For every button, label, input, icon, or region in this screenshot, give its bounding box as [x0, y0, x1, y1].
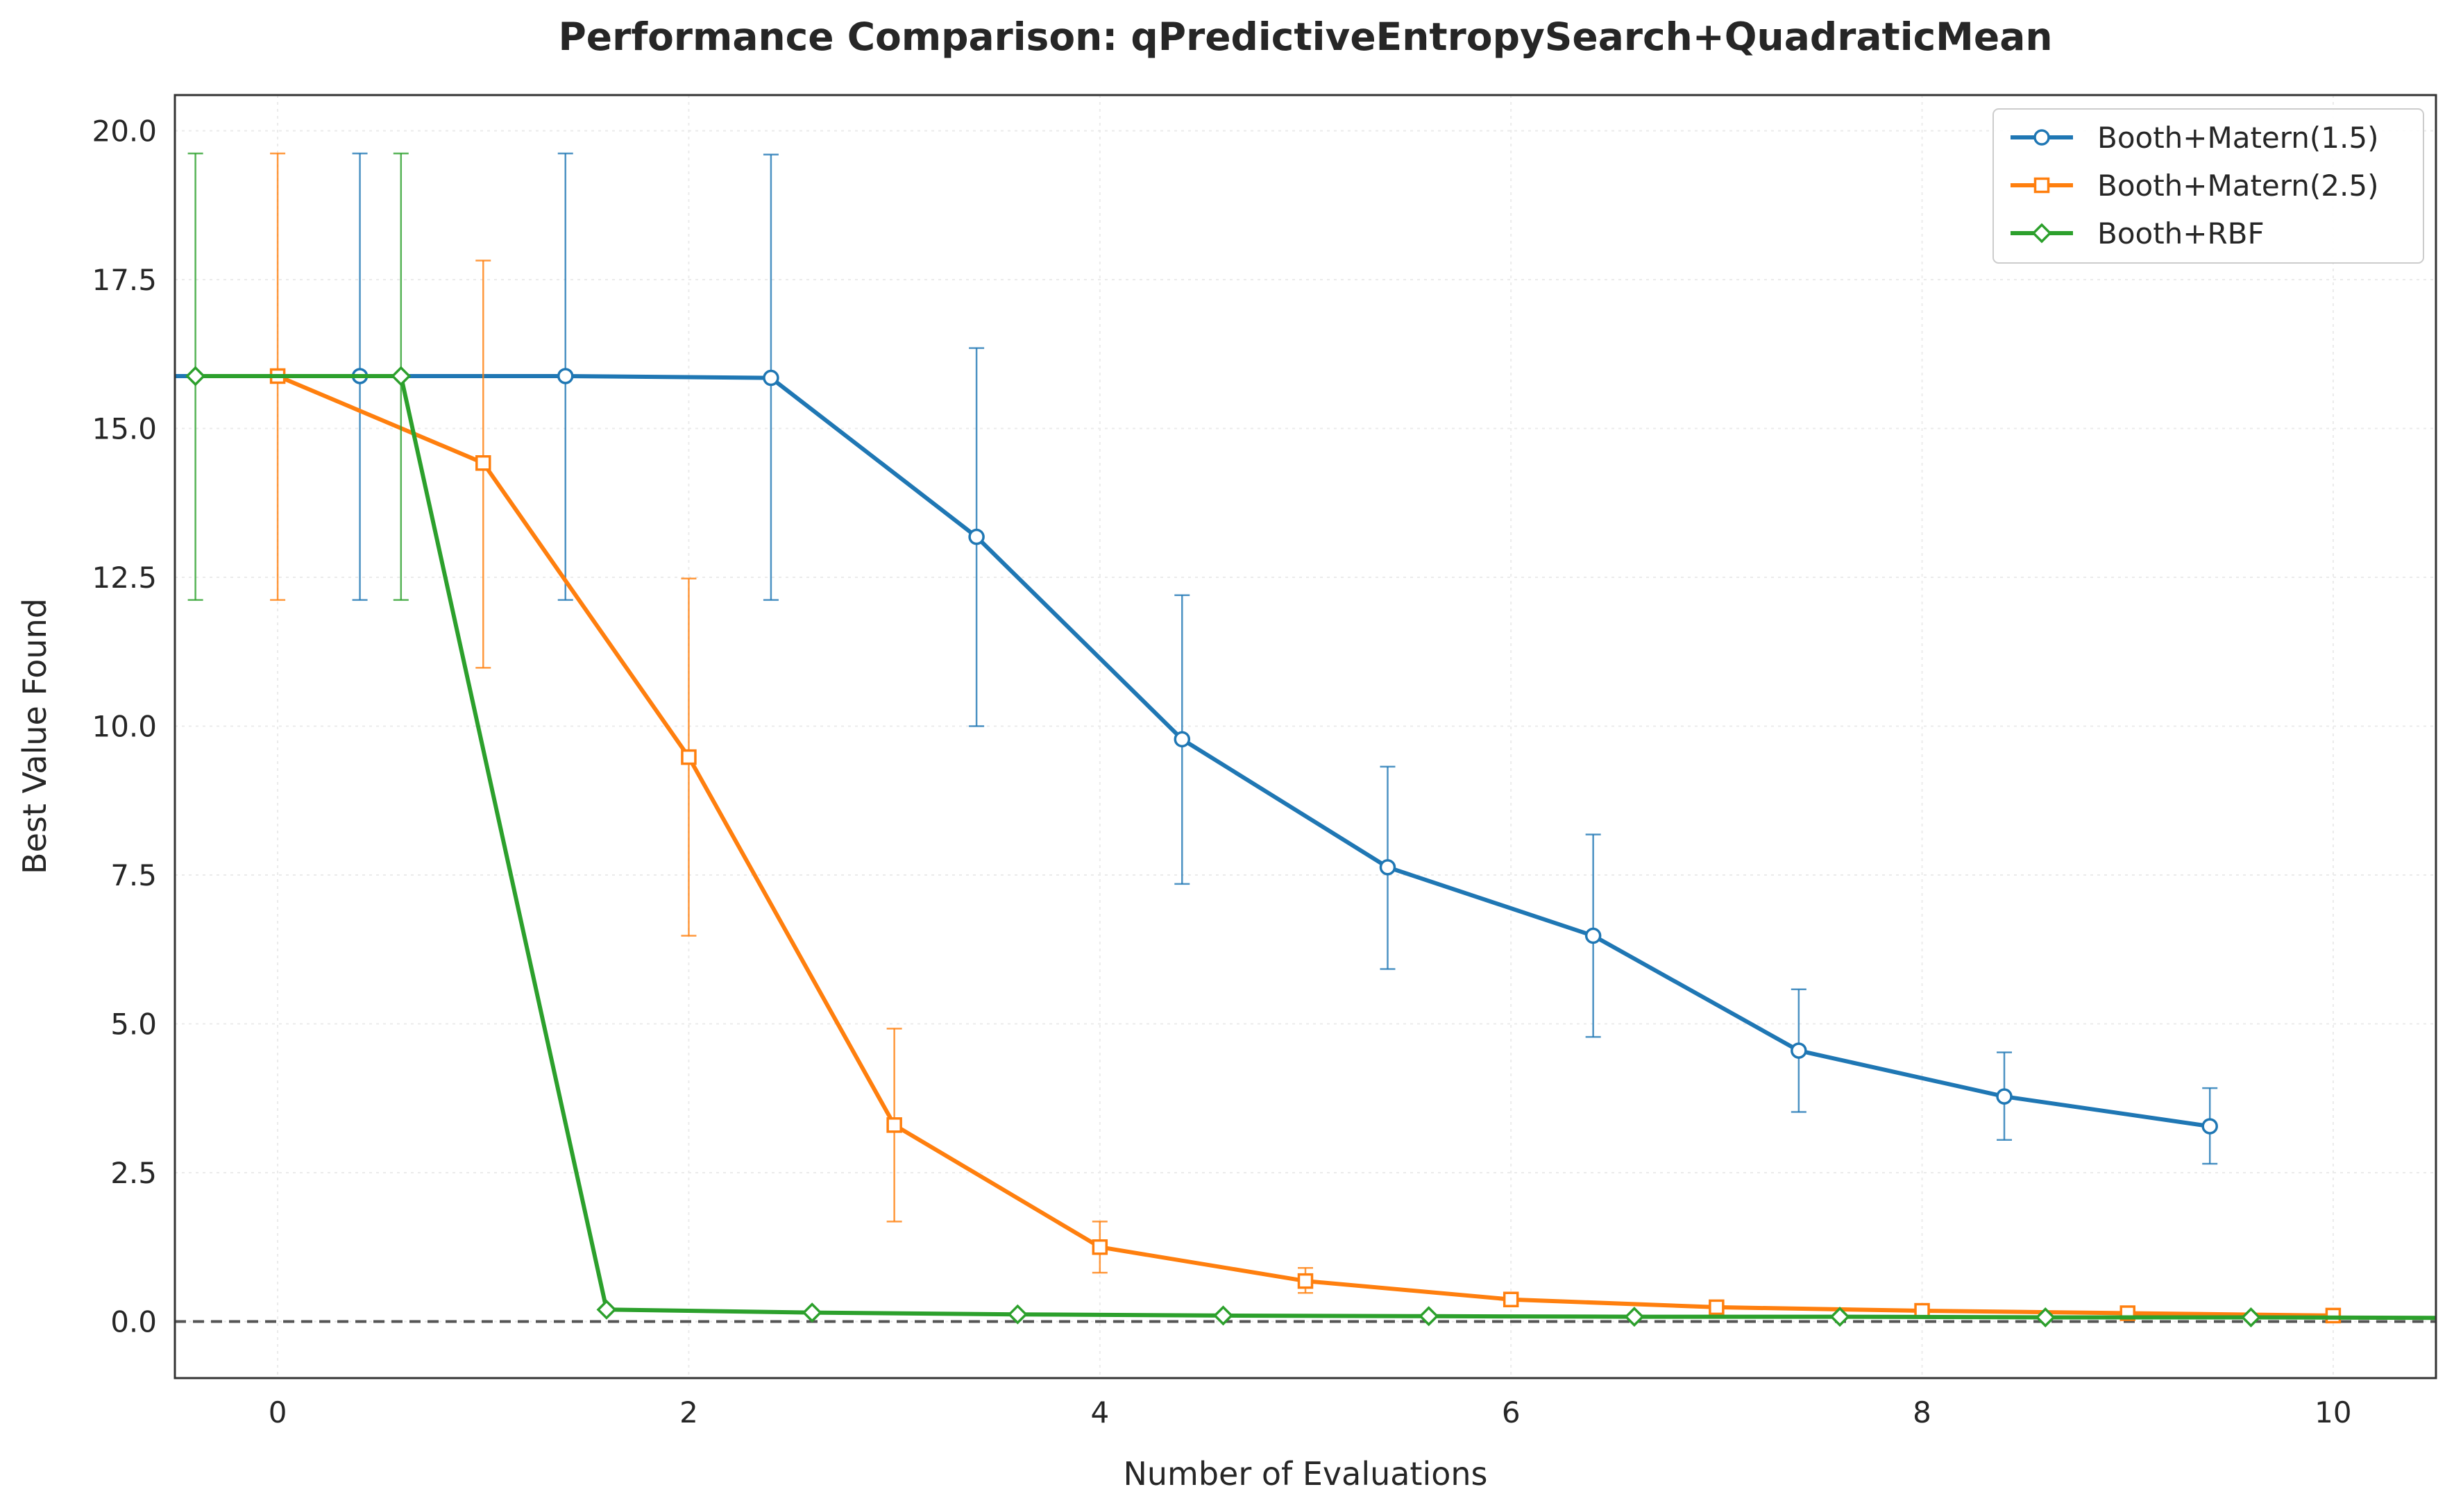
x-tick-label: 8 [1913, 1395, 1931, 1429]
legend-marker [2031, 223, 2052, 244]
data-point [1503, 1291, 1519, 1307]
y-tick-label: 17.5 [92, 263, 157, 297]
data-point [1174, 731, 1191, 748]
series-2 [269, 152, 2342, 1324]
data-point [596, 1299, 617, 1320]
data-point [1379, 859, 1396, 876]
data-point [763, 369, 779, 387]
y-tick-label: 20.0 [92, 114, 157, 148]
data-point [185, 366, 206, 387]
legend-label: Booth+RBF [2097, 216, 2265, 250]
y-tick-label: 7.5 [110, 858, 157, 892]
data-point [802, 1302, 822, 1323]
data-point [1297, 1273, 1314, 1289]
series-3 [185, 152, 2436, 1327]
grid [175, 95, 2436, 1378]
data-point [968, 528, 985, 545]
data-point [681, 749, 697, 765]
data-point [1092, 1239, 1108, 1255]
x-axis-ticks: 0 2 4 6 8 10 [269, 1395, 2352, 1429]
data-point [2240, 1307, 2261, 1327]
y-tick-label: 10.0 [92, 709, 157, 743]
series-group [175, 152, 2436, 1327]
data-point [1829, 1307, 1850, 1327]
legend-item: Booth+Matern(1.5) [2011, 121, 2378, 155]
chart-title: Performance Comparison: qPredictiveEntro… [558, 15, 2052, 59]
y-tick-label: 15.0 [92, 411, 157, 445]
x-axis-label: Number of Evaluations [1123, 1455, 1487, 1493]
data-point [2035, 1307, 2056, 1327]
data-point [391, 366, 412, 387]
data-point [1419, 1306, 1439, 1327]
legend-box [1992, 108, 2424, 264]
y-tick-label: 2.5 [110, 1156, 157, 1190]
x-tick-label: 6 [1502, 1395, 1521, 1429]
y-tick-label: 5.0 [110, 1007, 157, 1041]
y-tick-label: 0.0 [110, 1305, 157, 1339]
data-point [1584, 927, 1602, 944]
data-point [1791, 1042, 1807, 1059]
series-line [193, 374, 2436, 1320]
data-point [557, 368, 574, 384]
x-tick-label: 2 [679, 1395, 698, 1429]
legend-label: Booth+Matern(1.5) [2097, 121, 2378, 155]
data-point [475, 455, 491, 471]
legend-item: Booth+RBF [2011, 216, 2265, 250]
y-axis-ticks: 0.0 2.5 5.0 7.5 10.0 12.5 15.0 17.5 20.0 [92, 114, 157, 1339]
x-tick-label: 10 [2315, 1395, 2351, 1429]
x-tick-label: 0 [269, 1395, 287, 1429]
data-point [1709, 1299, 1725, 1316]
data-point [2201, 1118, 2218, 1135]
y-axis-label: Best Value Found [16, 598, 53, 874]
legend-item: Booth+Matern(2.5) [2011, 169, 2378, 203]
data-point [1996, 1088, 2013, 1105]
legend-marker [2033, 177, 2050, 194]
legend: Booth+Matern(1.5) Booth+Matern(2.5) Booth+… [1992, 108, 2424, 264]
legend-label: Booth+Matern(2.5) [2097, 169, 2378, 203]
plot-frame [174, 94, 2437, 1379]
x-tick-label: 4 [1090, 1395, 1109, 1429]
data-point [886, 1117, 902, 1133]
series-1 [175, 152, 2218, 1165]
legend-marker [2033, 129, 2050, 146]
y-tick-label: 12.5 [92, 561, 157, 595]
data-point [1213, 1305, 1234, 1326]
data-point [1624, 1307, 1645, 1327]
data-point [1007, 1304, 1028, 1325]
